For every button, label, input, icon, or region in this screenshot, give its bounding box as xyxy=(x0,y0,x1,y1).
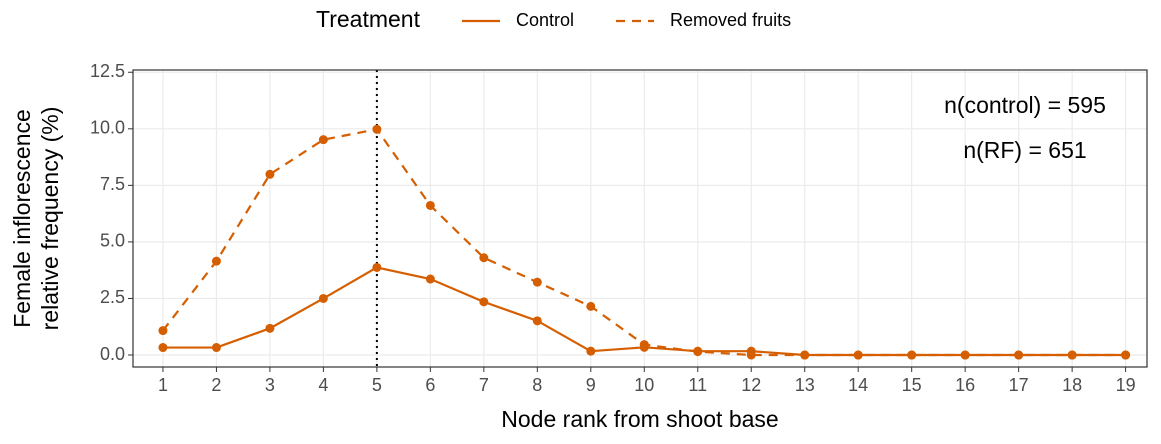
annotation: n(RF) = 651 xyxy=(963,137,1086,163)
data-point xyxy=(960,350,970,360)
x-tick-label: 3 xyxy=(265,375,275,395)
data-point xyxy=(907,350,917,360)
data-point xyxy=(1067,350,1077,360)
x-tick-label: 2 xyxy=(211,375,221,395)
data-point xyxy=(318,293,328,303)
x-tick-label: 18 xyxy=(1062,375,1082,395)
data-point xyxy=(800,350,810,360)
x-tick-label: 6 xyxy=(425,375,435,395)
x-tick-label: 9 xyxy=(586,375,596,395)
x-tick-label: 8 xyxy=(532,375,542,395)
y-axis-label: relative frequency (%) xyxy=(37,107,63,331)
x-axis-label: Node rank from shoot base xyxy=(501,406,778,432)
data-point xyxy=(265,169,275,179)
legend-title: Treatment xyxy=(316,6,421,32)
data-point xyxy=(479,297,489,307)
legend-label: Control xyxy=(516,10,574,30)
data-point xyxy=(318,135,328,145)
data-point xyxy=(532,277,542,287)
data-point xyxy=(479,253,489,263)
y-tick-label: 0.0 xyxy=(100,344,125,364)
data-point xyxy=(1014,350,1024,360)
data-point xyxy=(211,256,221,266)
x-tick-label: 5 xyxy=(372,375,382,395)
panel-border xyxy=(132,69,1148,368)
data-point xyxy=(586,346,596,356)
x-tick-label: 19 xyxy=(1116,375,1136,395)
x-tick-label: 16 xyxy=(955,375,975,395)
data-point xyxy=(639,340,649,350)
data-point xyxy=(1121,350,1131,360)
data-point xyxy=(425,274,435,284)
x-tick-label: 15 xyxy=(902,375,922,395)
data-point xyxy=(372,124,382,134)
data-point xyxy=(425,200,435,210)
data-point xyxy=(265,323,275,333)
x-tick-label: 12 xyxy=(741,375,761,395)
data-point xyxy=(158,343,168,353)
y-tick-label: 10.0 xyxy=(90,118,125,138)
y-tick-label: 7.5 xyxy=(100,174,125,194)
y-axis-label: Female inflorescence xyxy=(9,109,35,328)
data-point xyxy=(693,347,703,357)
data-point xyxy=(372,262,382,272)
x-tick-label: 17 xyxy=(1009,375,1029,395)
x-tick-label: 11 xyxy=(688,375,707,395)
y-tick-label: 12.5 xyxy=(90,61,125,81)
x-tick-label: 1 xyxy=(158,375,168,395)
x-tick-label: 10 xyxy=(634,375,654,395)
x-tick-label: 13 xyxy=(795,375,815,395)
y-tick-label: 5.0 xyxy=(100,231,125,251)
x-tick-label: 7 xyxy=(479,375,489,395)
x-tick-label: 4 xyxy=(318,375,328,395)
data-point xyxy=(211,343,221,353)
annotation: n(control) = 595 xyxy=(944,92,1106,118)
data-point xyxy=(746,350,756,360)
data-point xyxy=(532,316,542,326)
data-point xyxy=(158,326,168,336)
data-point xyxy=(853,350,863,360)
data-point xyxy=(586,301,596,311)
legend-label: Removed fruits xyxy=(670,10,791,30)
y-tick-label: 2.5 xyxy=(100,287,125,307)
x-tick-label: 14 xyxy=(848,375,868,395)
